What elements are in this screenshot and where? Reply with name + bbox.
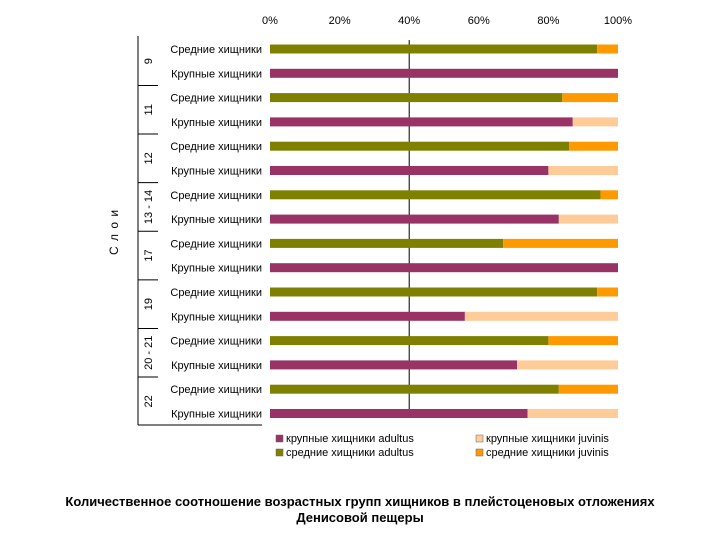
category-labels: Средние хищники Крупные хищники Средние хи… [170,44,262,421]
x-tick-label: 0% [262,15,278,27]
bar-juvenile [572,117,618,127]
legend-swatch [275,434,284,443]
stacked-bar-chart: 0% 20% 40% 60% 80% 100% Средние хищники Крупны… [107,15,632,459]
bar-adult [270,311,465,321]
layer-label: 11 [143,104,155,115]
layer-label: 22 [143,395,155,407]
layer-label: 17 [143,249,155,261]
bar-adult [270,287,598,297]
category-label: Средние хищники [170,44,262,56]
legend-swatch [275,448,284,457]
bar-adult [270,360,518,370]
chart-caption: Количественное соотношение возрастных гр… [0,494,720,526]
category-label: Крупные хищники [171,360,262,372]
bar-adult [270,44,598,54]
layer-label: 12 [143,152,155,164]
bar-adult [270,409,528,418]
bar-juvenile [558,384,618,394]
bar-adult [270,117,573,127]
bar-adult [270,141,570,151]
legend-swatch [475,434,484,443]
legend-label: средние хищники adultus [286,447,414,459]
bar-juvenile [548,166,618,175]
category-label: Средние хищники [170,141,262,153]
bar-juvenile [569,141,618,151]
category-label: Средние хищники [170,93,262,105]
category-label: Крупные хищники [171,117,262,129]
x-tick-label: 20% [329,15,351,27]
category-label: Крупные хищники [171,68,262,80]
legend: крупные хищники adultus крупные хищники j… [275,433,609,459]
x-tick-label: 60% [468,15,490,27]
legend-label: средние хищники juvinis [486,447,609,459]
category-label: Средние хищники [170,287,262,299]
bar-juvenile [597,287,618,297]
bar-juvenile [503,238,618,248]
layer-label: 20 - 21 [143,336,155,370]
layer-label: 19 [143,298,155,310]
layer-label: 13 - 14 [143,190,155,224]
x-tick-label: 100% [604,15,632,27]
bar-adult [270,336,549,346]
bar-juvenile [558,214,618,224]
category-label: Крупные хищники [171,409,262,421]
caption-line-1: Количественное соотношение возрастных гр… [65,494,655,509]
bar-adult [270,263,618,273]
category-label: Крупные хищники [171,263,262,275]
category-label: Крупные хищники [171,214,262,226]
caption-line-2: Денисовой пещеры [296,510,424,525]
bar-juvenile [562,93,618,103]
layer-label: 9 [143,58,155,64]
bar-adult [270,384,559,394]
bar-adult [270,166,549,175]
x-tick-label: 40% [398,15,420,27]
legend-label: крупные хищники juvinis [486,433,609,445]
bar-adult [270,68,618,78]
bar-juvenile [597,44,618,54]
bar-adult [270,190,601,200]
category-label: Крупные хищники [171,166,262,178]
bar-juvenile [527,409,618,418]
bars [270,44,618,418]
legend-swatch [475,448,484,457]
category-label: Средние хищники [170,238,262,250]
bar-juvenile [464,311,618,321]
category-label: Крупные хищники [171,311,262,323]
bar-adult [270,238,504,248]
category-label: Средние хищники [170,384,262,396]
bar-adult [270,93,563,103]
bar-juvenile [548,336,618,346]
y-axis-title: С л о и [107,209,121,255]
x-tick-label: 80% [537,15,559,27]
bar-juvenile [600,190,618,200]
legend-label: крупные хищники adultus [286,433,414,445]
bar-adult [270,214,559,224]
category-label: Средние хищники [170,190,262,202]
layer-labels: 9 11 12 13 - 14 17 19 20 - 21 22 [137,36,262,426]
x-tick-labels: 0% 20% 40% 60% 80% 100% [262,15,632,27]
bar-juvenile [517,360,618,370]
category-label: Средние хищники [170,336,262,348]
